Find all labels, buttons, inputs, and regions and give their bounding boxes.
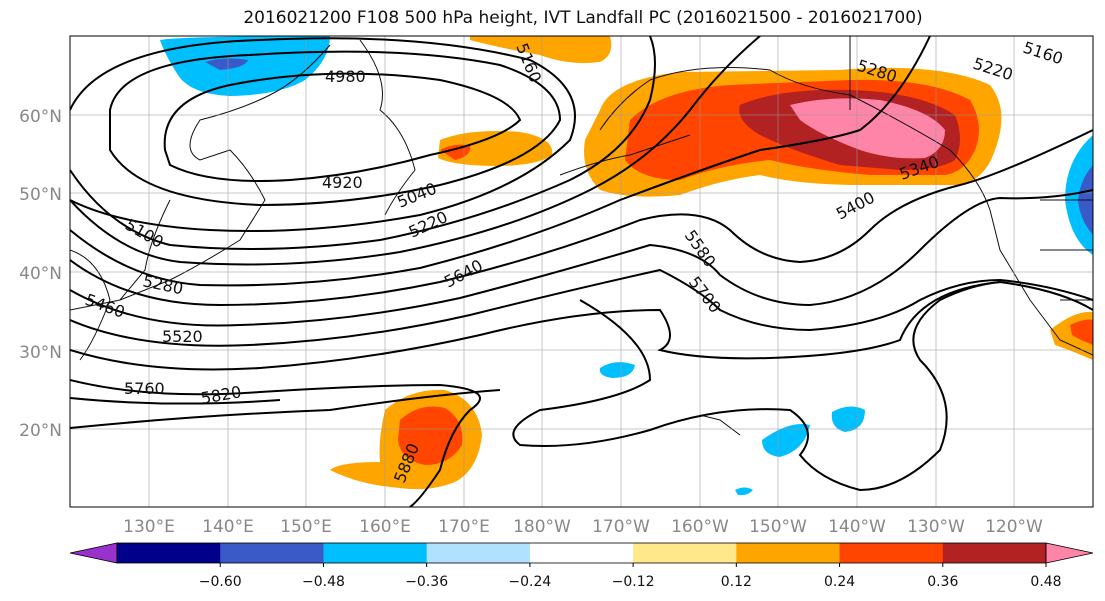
contour-label: 4980 (325, 67, 366, 86)
lon-tick-label: 140°E (202, 517, 254, 537)
colorbar-extend-low (69, 542, 118, 564)
lat-tick-label: 50°N (19, 185, 62, 205)
lat-tick-label: 60°N (19, 107, 62, 127)
colorbar-tick-label: −0.60 (199, 574, 242, 590)
map-panel: 4980 4920 5040 5100 5160 5220 5220 5280 … (70, 36, 1093, 507)
colorbar-tick-label: −0.48 (302, 574, 345, 590)
ivt-negative-region-siberia (160, 36, 330, 96)
colorbar-extend-high (1045, 542, 1094, 564)
ivt-negative-region-small (735, 487, 753, 496)
colorbar-segment (633, 543, 737, 563)
colorbar-tick-label: −0.12 (612, 574, 655, 590)
map-title: 2016021200 F108 500 hPa height, IVT Land… (243, 8, 923, 28)
lon-tick-label: 130°E (123, 517, 175, 537)
colorbar-segment (942, 543, 1047, 563)
lon-tick-label: 130°W (907, 517, 965, 537)
colorbar-frame (116, 542, 1047, 564)
lon-tick-label: 160°E (359, 517, 411, 537)
colorbar-tick-label: −0.24 (508, 574, 551, 590)
coastlines (70, 36, 1093, 436)
colorbar-segment (529, 543, 634, 563)
gridlines (70, 36, 1093, 507)
lon-tick-label: 120°W (985, 517, 1043, 537)
colorbar-segment (839, 543, 944, 563)
ivt-negative-region-central (599, 362, 635, 378)
ivt-negative-region-siberia-core (205, 58, 248, 70)
colorbar-tick-label: 0.12 (721, 574, 752, 590)
lon-tick-label: 180°W (513, 517, 571, 537)
lat-tick-label: 40°N (19, 264, 62, 284)
lon-tick-label: 150°W (749, 517, 807, 537)
lat-tick-label: 30°N (19, 343, 62, 363)
contour-label: 4920 (322, 173, 363, 192)
colorbar-tick-label: 0.24 (824, 574, 855, 590)
colorbar-segment (426, 543, 531, 563)
lon-tick-label: 160°W (671, 517, 729, 537)
ivt-positive-region-california-core (1070, 319, 1093, 345)
colorbar-segment (323, 543, 428, 563)
lon-tick-label: 140°W (828, 517, 886, 537)
lon-tick-label: 150°E (280, 517, 332, 537)
colorbar-tick-label: 0.48 (1030, 574, 1061, 590)
contour-label: 5760 (124, 379, 165, 398)
colorbar-tick-label: 0.36 (927, 574, 958, 590)
height-contours (70, 36, 1093, 507)
longitude-ticks: 130°E 140°E 150°E 160°E 170°E 180°W 170°… (123, 517, 1043, 537)
ivt-shading (160, 36, 1093, 496)
contour-label: 5520 (162, 327, 203, 346)
colorbar-segment (117, 543, 221, 563)
lon-tick-label: 170°E (438, 517, 490, 537)
latitude-ticks: 20°N 30°N 40°N 50°N 60°N (19, 107, 62, 441)
colorbar-tick-label: −0.36 (405, 574, 448, 590)
lon-tick-label: 170°W (592, 517, 650, 537)
ivt-positive-region-bering (438, 131, 553, 166)
colorbar-segment (220, 543, 324, 563)
ivt-negative-region-hawaii (762, 424, 810, 457)
ivt-positive-region-north (470, 36, 612, 64)
colorbar-segment (736, 543, 841, 563)
lat-tick-label: 20°N (19, 421, 62, 441)
map-frame (69, 35, 1094, 508)
ivt-positive-region-bering-core (440, 144, 471, 160)
colorbar: −0.60 −0.48 −0.36 −0.24 −0.12 0.12 0.24 0.36 0.4… (69, 542, 1094, 590)
ivt-positive-region-alaska-peak (790, 98, 945, 159)
